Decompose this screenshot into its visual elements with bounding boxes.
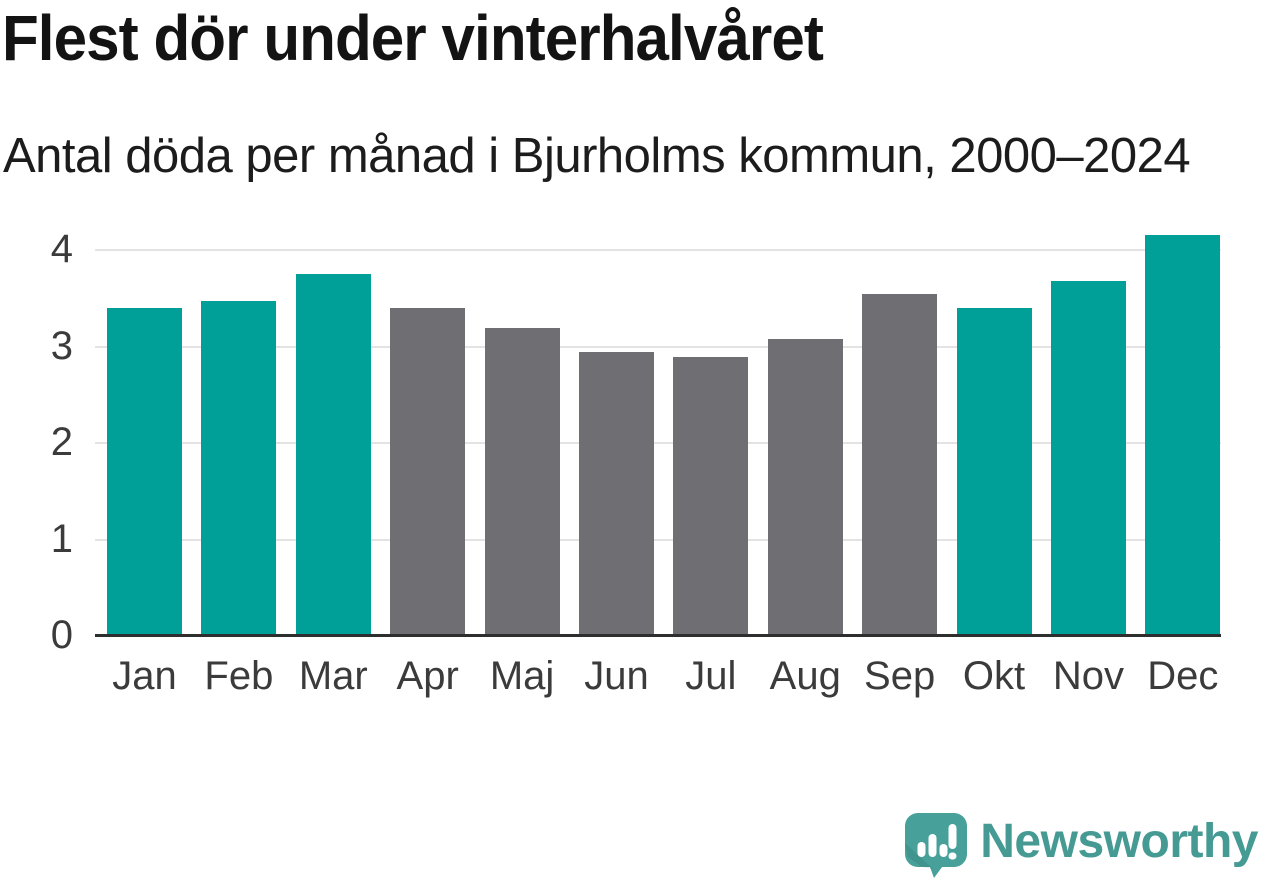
y-tick-label-4: 4 (50, 227, 73, 272)
bar-feb (201, 301, 277, 636)
x-tick-label-maj: Maj (489, 654, 555, 698)
bar-sep (862, 293, 938, 636)
newsworthy-logo: Newsworthy (903, 811, 1258, 878)
x-axis-line (95, 634, 1221, 637)
newsworthy-logo-icon (905, 813, 968, 878)
bar-nov (1050, 281, 1126, 636)
plot-area (95, 230, 1221, 637)
y-tick-label-2: 2 (50, 420, 73, 465)
x-tick-label-jun: Jun (584, 654, 649, 698)
x-tick-label-nov: Nov (1052, 654, 1124, 698)
x-axis-labels: Jan Feb Mar Apr Maj Jun Jul Aug Sep Okt Nov Dec (95, 652, 1221, 700)
y-axis: 0 1 2 3 4 (0, 227, 73, 655)
y-tick-label-0: 0 (50, 613, 73, 658)
x-tick-label-mar: Mar (298, 654, 368, 698)
bar-aug (767, 338, 843, 636)
newsworthy-wordmark: Newsworthy (980, 814, 1258, 868)
bar-jun (578, 351, 654, 636)
x-tick-label-sep: Sep (864, 654, 936, 698)
gridline-3 (95, 345, 1221, 348)
bar-jan (107, 308, 182, 636)
y-tick-label-3: 3 (50, 323, 73, 368)
chart-title: Flest dör under vinterhalvåret (2, 2, 824, 74)
x-tick-label-dec: Dec (1147, 654, 1219, 698)
x-tick-label-jan: Jan (112, 654, 177, 698)
bar-maj (484, 328, 560, 636)
gridline-1 (95, 538, 1221, 541)
bar-series (95, 230, 1221, 636)
chart-subtitle: Antal döda per månad i Bjurholms kommun,… (3, 129, 1191, 183)
bar-mar (295, 274, 371, 636)
x-tick-label-okt: Okt (962, 654, 1026, 698)
y-tick-label-1: 1 (50, 516, 73, 561)
x-tick-label-feb: Feb (204, 654, 274, 698)
x-tick-label-jul: Jul (685, 654, 737, 698)
bar-apr (390, 308, 466, 636)
gridline-2 (95, 442, 1221, 445)
bar-okt (956, 308, 1032, 636)
x-tick-label-apr: Apr (396, 654, 459, 698)
bar-dec (1145, 234, 1221, 636)
gridline-4 (95, 249, 1221, 252)
bar-jul (673, 357, 749, 636)
x-tick-label-aug: Aug (769, 654, 841, 698)
